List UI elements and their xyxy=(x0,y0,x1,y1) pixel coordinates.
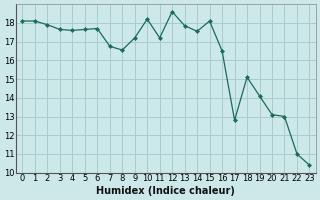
X-axis label: Humidex (Indice chaleur): Humidex (Indice chaleur) xyxy=(97,186,236,196)
